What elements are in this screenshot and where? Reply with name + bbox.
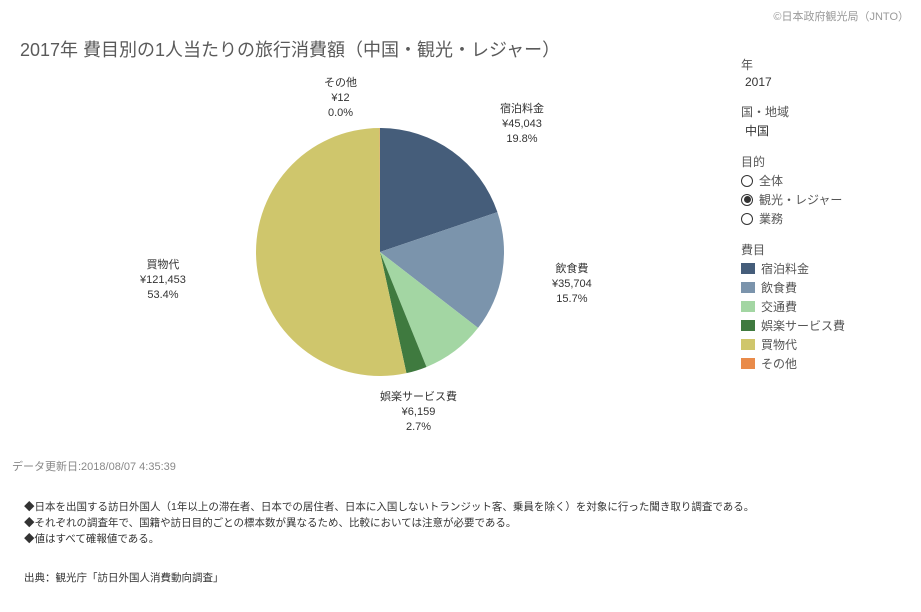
legend-item-1[interactable]: 飲食費: [741, 279, 881, 296]
legend-item-4[interactable]: 買物代: [741, 336, 881, 353]
pie-svg: [250, 122, 510, 382]
legend-item-0[interactable]: 宿泊料金: [741, 260, 881, 277]
legend-item-label: その他: [761, 355, 797, 372]
page-title: 2017年 費目別の1人当たりの旅行消費額（中国・観光・レジャー）: [20, 36, 560, 62]
legend-swatch-icon: [741, 282, 755, 293]
radio-icon: [741, 175, 753, 187]
filter-purpose: 目的 全体観光・レジャー業務: [741, 153, 881, 227]
slice-label-entertainment: 娯楽サービス費¥6,1592.7%: [380, 390, 457, 435]
legend-heading: 費目: [741, 241, 881, 258]
legend-item-label: 娯楽サービス費: [761, 317, 845, 334]
note-line-1: ◆それぞれの調査年で、国籍や訪日目的ごとの標本数が異なるため、比較においては注意…: [24, 516, 754, 532]
slice-label-other: その他¥120.0%: [324, 76, 357, 121]
filter-year-value: 2017: [741, 75, 881, 89]
note-line-0: ◆日本を出国する訪日外国人（1年以上の滞在者、日本での居住者、日本に入国しないト…: [24, 500, 754, 516]
legend-swatch-icon: [741, 358, 755, 369]
filter-region-value: 中国: [741, 122, 881, 139]
slice-label-name: 娯楽サービス費: [380, 390, 457, 405]
legend-item-label: 買物代: [761, 336, 797, 353]
notes: ◆日本を出国する訪日外国人（1年以上の滞在者、日本での居住者、日本に入国しないト…: [24, 500, 754, 547]
slice-label-name: 飲食費: [552, 262, 592, 277]
slice-label-amount: ¥35,704: [552, 277, 592, 292]
legend-item-3[interactable]: 娯楽サービス費: [741, 317, 881, 334]
filter-purpose-heading: 目的: [741, 153, 881, 170]
slice-label-name: 宿泊料金: [500, 102, 544, 117]
legend-swatch-icon: [741, 263, 755, 274]
purpose-radio-2[interactable]: 業務: [741, 210, 881, 227]
slice-label-food: 飲食費¥35,70415.7%: [552, 262, 592, 307]
slice-label-percent: 53.4%: [140, 288, 186, 303]
filter-year: 年 2017: [741, 56, 881, 89]
slice-label-amount: ¥121,453: [140, 273, 186, 288]
purpose-radio-label: 観光・レジャー: [759, 191, 842, 208]
legend-item-5[interactable]: その他: [741, 355, 881, 372]
credit-text: ©日本政府観光局（JNTO）: [773, 8, 909, 24]
slice-label-percent: 0.0%: [324, 106, 357, 121]
slice-label-name: 買物代: [140, 258, 186, 273]
purpose-radio-label: 全体: [759, 172, 783, 189]
source-line: 出典：観光庁「訪日外国人消費動向調査」: [24, 570, 224, 585]
slice-label-percent: 2.7%: [380, 420, 457, 435]
slice-label-amount: ¥6,159: [380, 405, 457, 420]
radio-icon: [741, 194, 753, 206]
legend-swatch-icon: [741, 339, 755, 350]
slice-label-amount: ¥12: [324, 91, 357, 106]
slice-label-name: その他: [324, 76, 357, 91]
slice-label-percent: 15.7%: [552, 292, 592, 307]
purpose-radio-0[interactable]: 全体: [741, 172, 881, 189]
purpose-radio-1[interactable]: 観光・レジャー: [741, 191, 881, 208]
legend-item-label: 宿泊料金: [761, 260, 809, 277]
purpose-radio-label: 業務: [759, 210, 783, 227]
slice-label-shopping: 買物代¥121,45353.4%: [140, 258, 186, 303]
slice-label-accommodation: 宿泊料金¥45,04319.8%: [500, 102, 544, 147]
legend: 費目 宿泊料金飲食費交通費娯楽サービス費買物代その他: [741, 241, 881, 372]
legend-item-label: 交通費: [761, 298, 797, 315]
note-line-2: ◆値はすべて確報値である。: [24, 532, 754, 548]
filter-region: 国・地域 中国: [741, 103, 881, 139]
legend-swatch-icon: [741, 320, 755, 331]
pie-chart: 宿泊料金¥45,04319.8% 飲食費¥35,70415.7% 娯楽サービス費¥6…: [120, 72, 640, 452]
slice-label-amount: ¥45,043: [500, 117, 544, 132]
data-update-line: データ更新日:2018/08/07 4:35:39: [12, 458, 176, 474]
legend-item-2[interactable]: 交通費: [741, 298, 881, 315]
filter-region-heading: 国・地域: [741, 103, 881, 120]
radio-icon: [741, 213, 753, 225]
sidebar: 年 2017 国・地域 中国 目的 全体観光・レジャー業務 費目 宿泊料金飲食費…: [741, 56, 881, 386]
legend-item-label: 飲食費: [761, 279, 797, 296]
legend-swatch-icon: [741, 301, 755, 312]
slice-label-percent: 19.8%: [500, 132, 544, 147]
filter-year-heading: 年: [741, 56, 881, 73]
